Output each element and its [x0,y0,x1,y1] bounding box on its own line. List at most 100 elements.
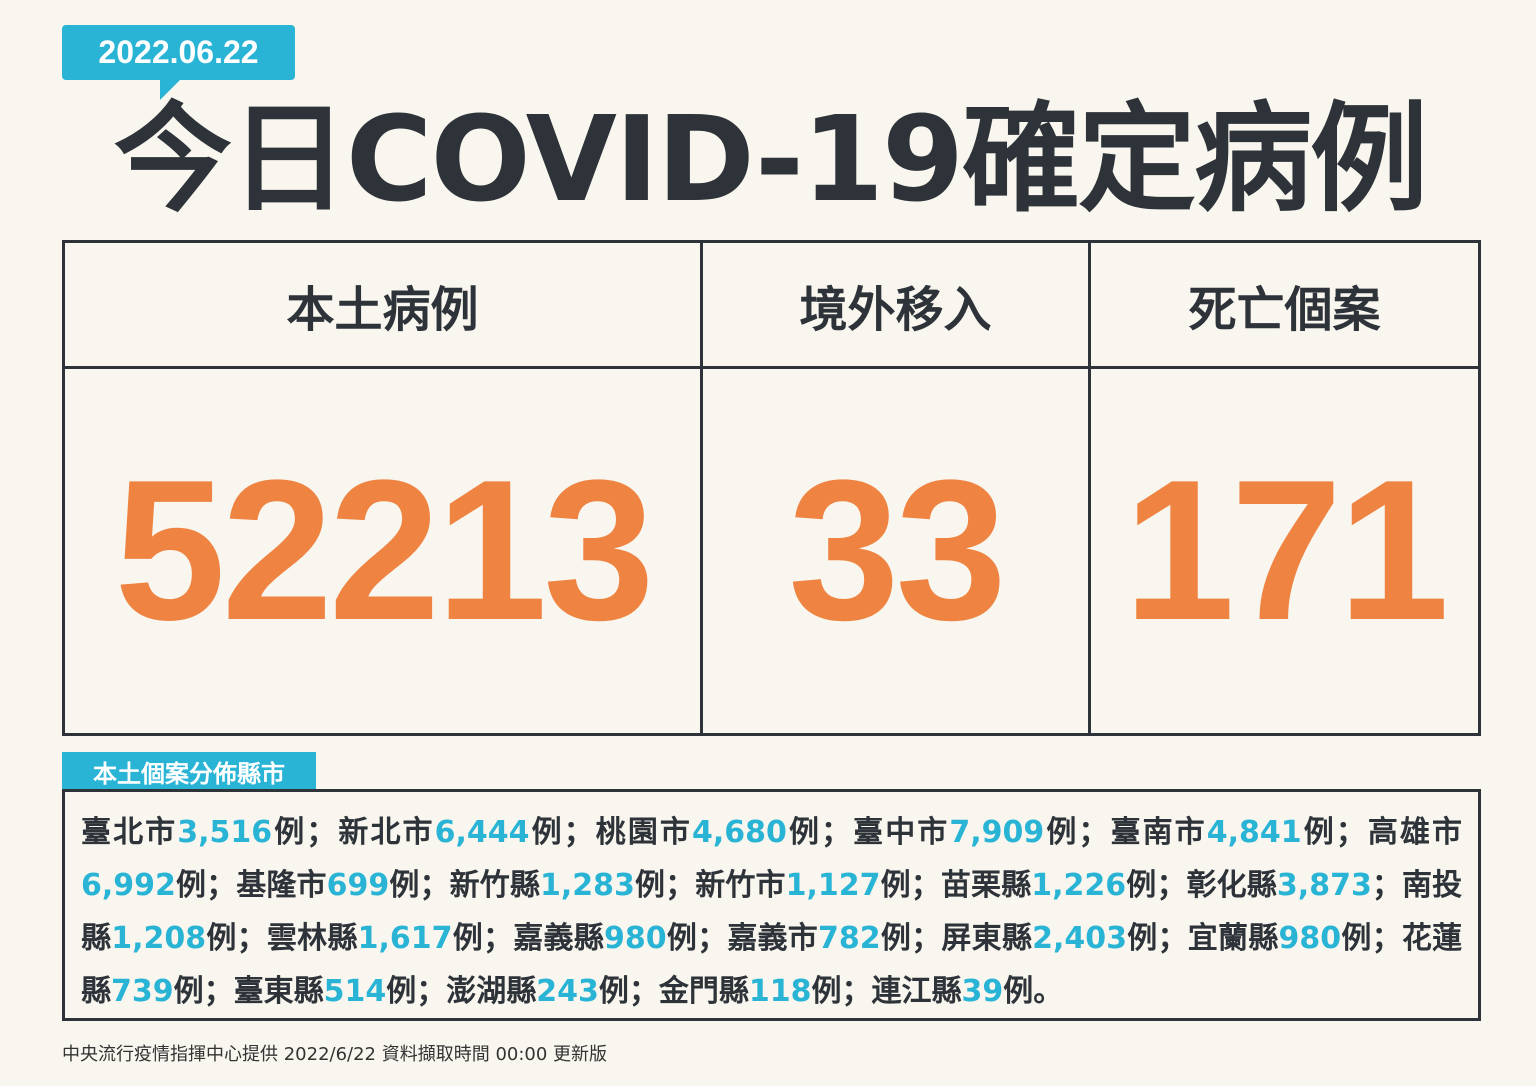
county-count: 3,873 [1276,868,1372,903]
county-unit: 例 [666,921,698,956]
county-unit: 例 [1044,815,1079,850]
distribution-item: 連江縣39例。 [872,974,1064,1009]
imported-cases-value: 33 [703,369,1091,733]
county-count: 3,516 [177,815,273,850]
separator: ； [416,974,447,1009]
distribution-item: 臺東縣514例； [234,974,447,1009]
county-count: 980 [603,921,667,956]
separator: ； [697,921,728,956]
distribution-item: 臺中市7,909例； [851,815,1108,850]
distribution-item: 高雄市6,992例； [81,815,1462,903]
county-name: 桃園市 [593,815,692,850]
separator: 。 [1033,974,1064,1009]
county-name: 臺東縣 [233,974,324,1009]
county-count: 980 [1278,921,1342,956]
distribution-item: 金門縣118例； [659,974,872,1009]
county-name: 高雄市 [1365,815,1463,850]
separator: ； [483,921,513,956]
county-name: 澎湖縣 [446,974,537,1009]
distribution-item: 嘉義縣980例； [513,921,727,956]
county-count: 243 [536,974,599,1009]
separator: ； [910,868,941,903]
county-name: 南投縣 [81,868,1463,956]
footer-source: 中央流行疫情指揮中心提供 2022/6/22 資料擷取時間 00:00 更新版 [62,1044,608,1065]
distribution-label: 本土個案分佈縣市 [62,752,316,791]
date-badge-tail [160,78,182,100]
separator: ； [1156,868,1187,903]
county-unit: 例 [598,974,629,1009]
county-name: 金門縣 [658,974,749,1009]
county-name: 嘉義市 [727,921,819,956]
county-name: 雲林縣 [266,921,358,956]
county-name: 連江縣 [871,974,962,1009]
distribution-item: 嘉義市782例； [727,921,941,956]
county-count: 1,127 [785,868,881,903]
separator: ； [841,974,872,1009]
distribution-item: 花蓮縣739例； [81,921,1462,1009]
county-count: 2,403 [1032,921,1128,956]
county-name: 新北市 [336,815,435,850]
county-count: 4,841 [1206,815,1302,850]
county-count: 1,226 [1031,868,1127,903]
distribution-item: 新竹市1,127例； [695,868,941,903]
separator: ； [306,815,337,850]
separator: ； [419,868,450,903]
county-name: 苗栗縣 [940,868,1032,903]
case-summary-table: 本土病例 境外移入 死亡個案 52213 33 171 [62,240,1481,736]
county-name: 彰化縣 [1186,868,1277,903]
county-name: 宜蘭縣 [1187,921,1279,956]
distribution-item: 南投縣1,208例； [81,868,1462,956]
distribution-list: 臺北市3,516例；新北市6,444例；桃園市4,680例；臺中市7,909例；… [62,789,1481,1021]
county-unit: 例 [175,868,207,903]
county-unit: 例 [206,921,237,956]
distribution-item: 屏東縣2,403例； [941,921,1187,956]
distribution-item: 彰化縣3,873； [1186,868,1401,903]
distribution-item: 澎湖縣243例； [446,974,659,1009]
county-unit: 例 [386,974,417,1009]
county-unit: 例 [272,815,307,850]
county-name: 臺北市 [81,815,178,850]
county-count: 4,680 [691,815,787,850]
county-count: 1,208 [111,921,207,956]
deaths-value: 171 [1123,439,1450,662]
page-title: 今日COVID-19確定病例 [113,90,1428,228]
county-unit: 例 [1127,921,1158,956]
distribution-item: 基隆市699例； [236,868,449,903]
county-unit: 例 [389,868,420,903]
county-unit: 例 [1341,921,1372,956]
separator: ； [1157,921,1188,956]
distribution-item: 臺北市3,516例； [81,815,336,850]
county-unit: 例 [1301,815,1336,850]
county-count: 514 [323,974,387,1009]
separator: ； [1371,868,1402,903]
county-name: 新竹縣 [449,868,540,903]
county-unit: 例 [634,868,666,903]
county-unit: 例 [880,921,912,956]
county-count: 39 [961,974,1004,1009]
distribution-item: 新北市6,444例； [336,815,593,850]
county-unit: 例 [786,815,822,850]
county-name: 臺中市 [851,815,950,850]
county-count: 118 [748,974,812,1009]
distribution-item: 苗栗縣1,226例； [941,868,1187,903]
header-imported-cases: 境外移入 [703,243,1091,369]
county-count: 1,283 [540,868,635,903]
county-unit: 例 [1126,868,1157,903]
county-name: 基隆市 [236,868,327,903]
local-cases-value: 52213 [65,369,703,733]
separator: ； [236,921,267,956]
county-name: 屏東縣 [941,921,1033,956]
distribution-item: 桃園市4,680例； [594,815,851,850]
header-deaths: 死亡個案 [1091,243,1478,369]
county-unit: 例 [880,868,911,903]
county-count: 6,992 [81,868,176,903]
county-name: 新竹市 [695,868,786,903]
county-name: 臺南市 [1108,815,1207,850]
county-count: 6,444 [434,815,530,850]
separator: ； [821,815,852,850]
header-local-cases: 本土病例 [65,243,703,369]
county-unit: 例 [529,815,564,850]
county-unit: 例 [811,974,842,1009]
distribution-item: 宜蘭縣980例； [1188,921,1402,956]
distribution-item: 新竹縣1,283例； [450,868,696,903]
